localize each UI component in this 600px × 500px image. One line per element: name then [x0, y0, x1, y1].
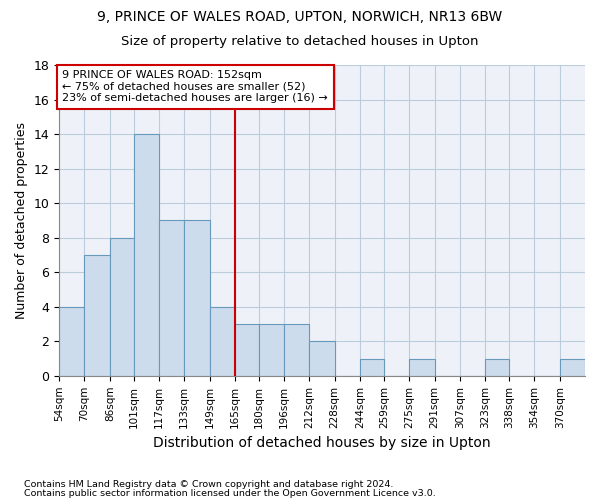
Bar	[560, 358, 585, 376]
Bar	[184, 220, 209, 376]
Text: Contains public sector information licensed under the Open Government Licence v3: Contains public sector information licen…	[24, 488, 436, 498]
Bar	[209, 306, 235, 376]
Text: Contains HM Land Registry data © Crown copyright and database right 2024.: Contains HM Land Registry data © Crown c…	[24, 480, 394, 489]
Bar	[259, 324, 284, 376]
Bar	[284, 324, 310, 376]
Bar	[85, 255, 110, 376]
Bar	[159, 220, 184, 376]
Bar	[235, 324, 259, 376]
Text: 9 PRINCE OF WALES ROAD: 152sqm
← 75% of detached houses are smaller (52)
23% of : 9 PRINCE OF WALES ROAD: 152sqm ← 75% of …	[62, 70, 328, 103]
Bar	[409, 358, 434, 376]
X-axis label: Distribution of detached houses by size in Upton: Distribution of detached houses by size …	[153, 436, 491, 450]
Bar	[310, 342, 335, 376]
Bar	[134, 134, 159, 376]
Y-axis label: Number of detached properties: Number of detached properties	[15, 122, 28, 319]
Text: Size of property relative to detached houses in Upton: Size of property relative to detached ho…	[121, 35, 479, 48]
Bar	[360, 358, 384, 376]
Bar	[59, 306, 85, 376]
Text: 9, PRINCE OF WALES ROAD, UPTON, NORWICH, NR13 6BW: 9, PRINCE OF WALES ROAD, UPTON, NORWICH,…	[97, 10, 503, 24]
Bar	[110, 238, 134, 376]
Bar	[485, 358, 509, 376]
